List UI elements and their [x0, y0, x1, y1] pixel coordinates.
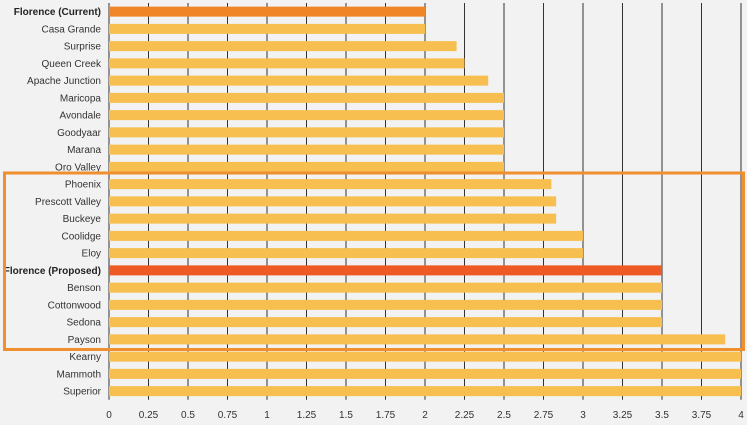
tick-label-4: 1 [264, 410, 270, 421]
bar-payson [109, 334, 726, 345]
tick-label-14: 3.5 [655, 410, 669, 421]
tick-label-2: 0.5 [181, 410, 195, 421]
bar-apache-junction [109, 75, 489, 86]
category-label-sedona: Sedona [67, 318, 102, 329]
bar-buckeye [109, 213, 557, 224]
tick-label-12: 3 [580, 410, 586, 421]
tick-label-6: 1.5 [339, 410, 353, 421]
category-label-eloy: Eloy [82, 249, 101, 260]
bar-surprise [109, 41, 457, 52]
category-label-apache-junction: Apache Junction [27, 76, 101, 87]
bar-goodyaar [109, 127, 504, 138]
tick-label-7: 1.75 [376, 410, 396, 421]
bar-coolidge [109, 230, 583, 241]
bar-avondale [109, 110, 504, 121]
category-label-avondale: Avondale [59, 111, 101, 122]
tick-label-15: 3.75 [692, 410, 712, 421]
category-label-casa-grande: Casa Grande [42, 24, 102, 35]
bar-kearny [109, 351, 741, 362]
category-label-payson: Payson [68, 335, 101, 346]
category-label-marana: Marana [67, 145, 101, 156]
category-label-buckeye: Buckeye [63, 214, 102, 225]
x-axis-ticks: 0 0.25 0.5 0.75 1 1.25 1.5 1.75 2 2.25 2.5 2.75 3 3.2… [106, 410, 744, 421]
category-label-kearny: Kearny [69, 352, 101, 363]
category-label-superior: Superior [63, 387, 101, 398]
category-label-surprise: Surprise [64, 42, 102, 53]
tick-label-8: 2 [422, 410, 428, 421]
highlight-box [3, 171, 745, 351]
bar-florence-current [109, 6, 425, 17]
category-label-phoenix: Phoenix [65, 180, 101, 191]
category-label-mammoth: Mammoth [57, 369, 101, 380]
bar-oro-valley [109, 161, 504, 172]
bar-mammoth [109, 368, 741, 379]
tick-label-5: 1.25 [297, 410, 317, 421]
bar-casa-grande [109, 23, 425, 34]
tick-label-0: 0 [106, 410, 112, 421]
category-label-prescott-valley: Prescott Valley [35, 197, 101, 208]
tick-label-13: 3.25 [613, 410, 633, 421]
bar-prescott-valley [109, 196, 557, 207]
category-label-florence-proposed: Florence (Proposed) [4, 266, 101, 277]
bar-superior [109, 386, 741, 397]
tick-label-16: 4 [738, 410, 744, 421]
category-label-maricopa: Maricopa [60, 93, 102, 104]
bar-marana [109, 144, 504, 155]
tick-label-1: 0.25 [139, 410, 159, 421]
tick-label-10: 2.5 [497, 410, 511, 421]
category-label-goodyaar: Goodyaar [57, 128, 102, 139]
category-label-coolidge: Coolidge [62, 231, 102, 242]
bar-cottonwood [109, 299, 662, 310]
category-label-cottonwood: Cottonwood [48, 300, 101, 311]
category-label-queen-creek: Queen Creek [42, 59, 102, 70]
tick-label-11: 2.75 [534, 410, 554, 421]
bar-queen-creek [109, 58, 465, 69]
tick-label-9: 2.25 [455, 410, 475, 421]
tick-label-3: 0.75 [218, 410, 238, 421]
category-label-benson: Benson [67, 283, 101, 294]
bars [109, 6, 741, 397]
category-labels: Florence (Current) Casa Grande Surprise Que… [4, 7, 102, 398]
bar-phoenix [109, 179, 552, 190]
category-label-florence-current: Florence (Current) [14, 7, 101, 18]
bar-florence-proposed [109, 265, 662, 276]
bar-benson [109, 282, 662, 293]
bar-sedona [109, 317, 662, 328]
bar-maricopa [109, 92, 504, 103]
category-label-oro-valley: Oro Valley [55, 162, 101, 173]
bar-eloy [109, 248, 583, 259]
